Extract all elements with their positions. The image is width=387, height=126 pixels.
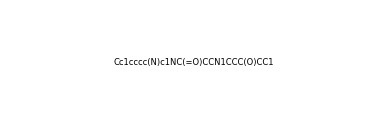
- Text: Cc1cccc(N)c1NC(=O)CCN1CCC(O)CC1: Cc1cccc(N)c1NC(=O)CCN1CCC(O)CC1: [113, 58, 274, 68]
